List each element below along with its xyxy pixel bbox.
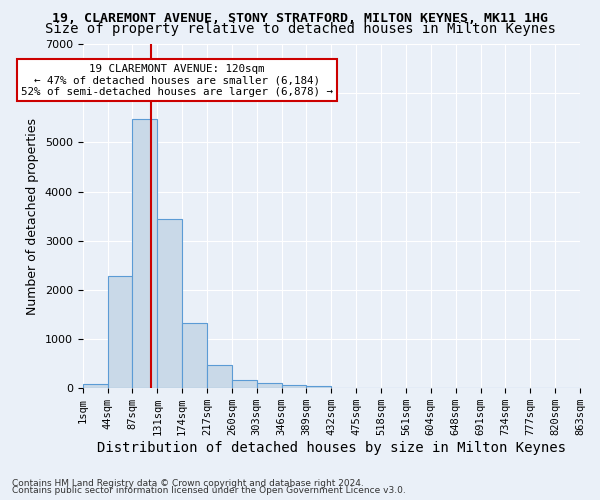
Text: Size of property relative to detached houses in Milton Keynes: Size of property relative to detached ho… bbox=[44, 22, 556, 36]
Bar bbox=[257, 384, 281, 388]
Text: 19, CLAREMONT AVENUE, STONY STRATFORD, MILTON KEYNES, MK11 1HG: 19, CLAREMONT AVENUE, STONY STRATFORD, M… bbox=[52, 12, 548, 26]
Bar bbox=[232, 380, 257, 388]
Bar bbox=[157, 219, 182, 388]
Bar bbox=[207, 365, 232, 388]
Bar bbox=[182, 324, 207, 388]
Text: Contains HM Land Registry data © Crown copyright and database right 2024.: Contains HM Land Registry data © Crown c… bbox=[12, 478, 364, 488]
Text: 19 CLAREMONT AVENUE: 120sqm
← 47% of detached houses are smaller (6,184)
52% of : 19 CLAREMONT AVENUE: 120sqm ← 47% of det… bbox=[21, 64, 333, 97]
Bar bbox=[107, 276, 133, 388]
Bar bbox=[307, 386, 331, 388]
X-axis label: Distribution of detached houses by size in Milton Keynes: Distribution of detached houses by size … bbox=[97, 441, 566, 455]
Bar bbox=[281, 385, 307, 388]
Bar bbox=[133, 118, 157, 388]
Bar bbox=[83, 384, 107, 388]
Text: Contains public sector information licensed under the Open Government Licence v3: Contains public sector information licen… bbox=[12, 486, 406, 495]
Y-axis label: Number of detached properties: Number of detached properties bbox=[26, 118, 39, 314]
